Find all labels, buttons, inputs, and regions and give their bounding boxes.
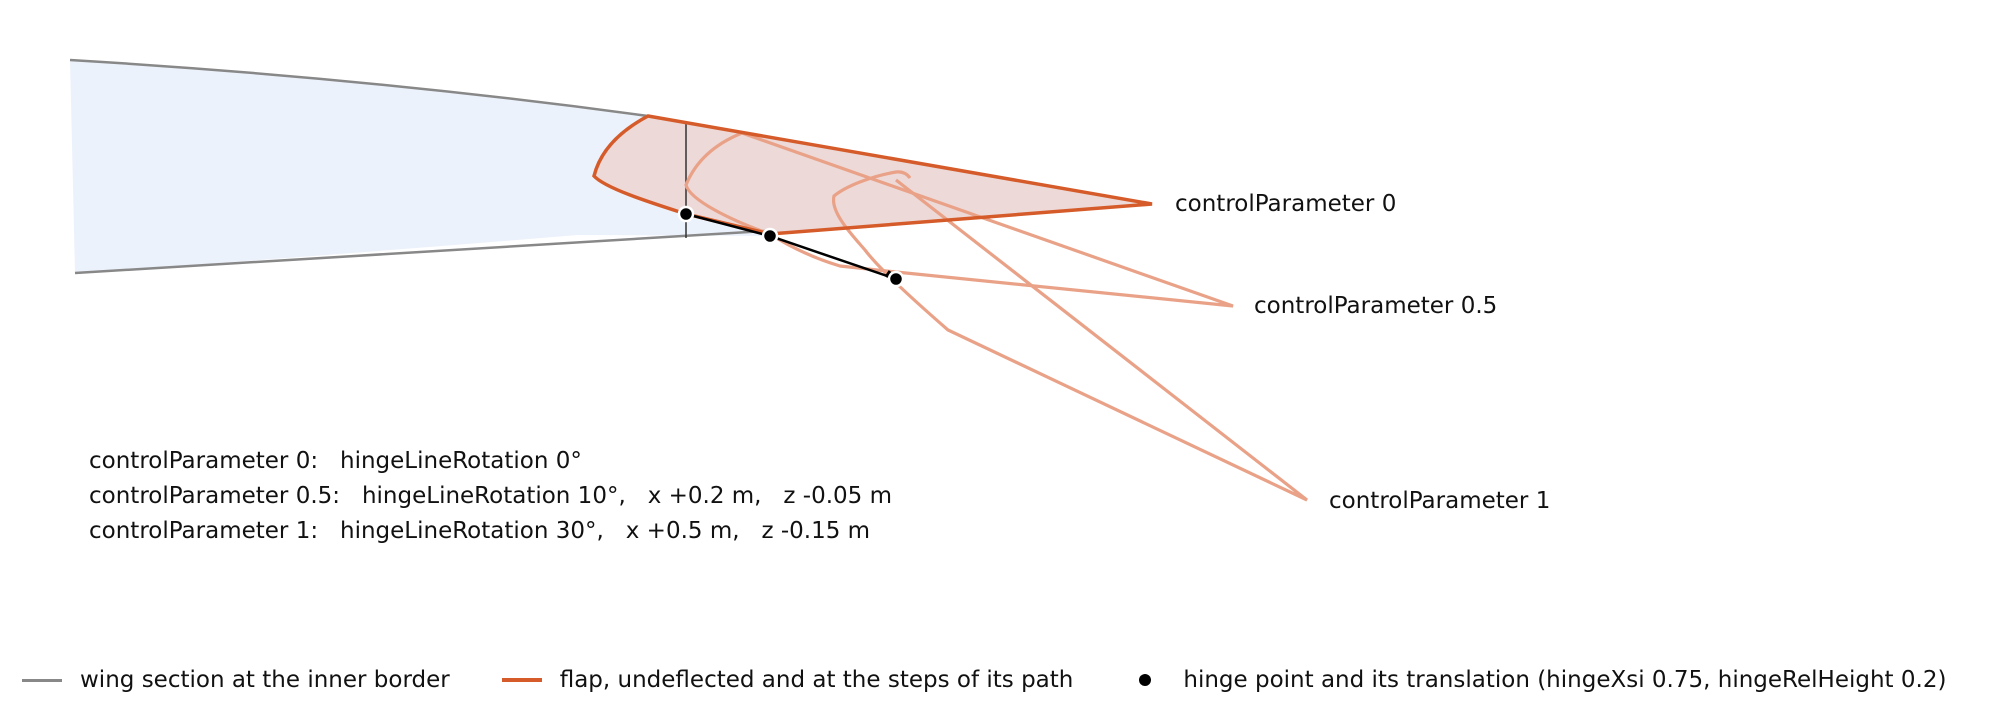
flap-cp05-outline xyxy=(684,131,1234,308)
hinge-translation-tick xyxy=(884,270,892,278)
legend-flap-label: flap, undeflected and at the steps of it… xyxy=(559,667,1074,693)
info-line-cp0: controlParameter 0: hingeLineRotation 0° xyxy=(89,448,582,474)
legend: wing section at the inner border flap, u… xyxy=(22,658,1946,702)
legend-hinge-label: hinge point and its translation (hingeXs… xyxy=(1183,667,1947,693)
flap-undeflected-fill xyxy=(594,116,1152,234)
wing-section-lower-line xyxy=(74,229,766,275)
wing-section-fill xyxy=(70,60,765,273)
legend-flap-swatch xyxy=(501,678,542,682)
legend-item-flap: flap, undeflected and at the steps of it… xyxy=(501,667,1074,693)
legend-wing-label: wing section at the inner border xyxy=(80,667,450,693)
hinge-point-cp05 xyxy=(761,227,779,245)
info-line-cp1: controlParameter 1: hingeLineRotation 30… xyxy=(89,518,870,544)
legend-item-hinge: hinge point and its translation (hingeXs… xyxy=(1125,667,1946,693)
legend-item-wing: wing section at the inner border xyxy=(22,667,450,693)
legend-wing-swatch xyxy=(22,678,62,682)
info-line-cp05: controlParameter 0.5: hingeLineRotation … xyxy=(89,483,892,509)
flap-cp1-outline xyxy=(831,170,1308,502)
label-cp05: controlParameter 0.5 xyxy=(1254,293,1497,319)
wing-section-upper-line xyxy=(69,58,649,118)
legend-hinge-dot-icon xyxy=(1125,674,1165,686)
label-cp0: controlParameter 0 xyxy=(1175,191,1396,217)
label-cp1: controlParameter 1 xyxy=(1329,488,1550,514)
hinge-point-cp1 xyxy=(887,270,905,288)
hinge-point-cp0 xyxy=(677,205,695,223)
